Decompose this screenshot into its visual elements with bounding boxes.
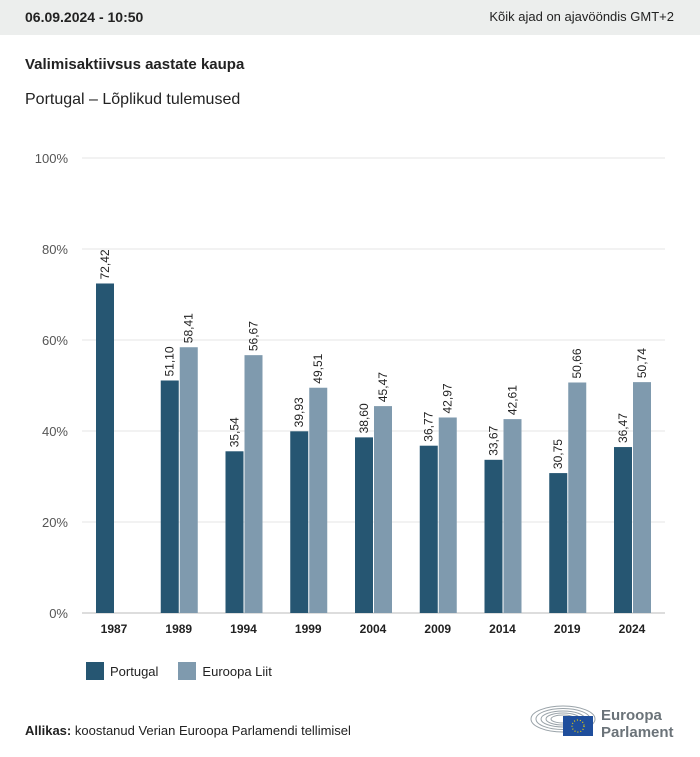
timezone-note: Kõik ajad on ajavööndis GMT+2 [489, 9, 674, 24]
legend-label: Portugal [110, 663, 159, 679]
bar-eu-1989 [179, 347, 198, 613]
timestamp: 06.09.2024 - 10:50 [25, 9, 144, 25]
data-label: 38,60 [357, 403, 371, 433]
bar-portugal-1987 [96, 283, 114, 613]
european-parliament-logo [530, 705, 596, 736]
data-label: 51,10 [163, 346, 177, 376]
source-note: Allikas: koostanud Verian Euroopa Parlam… [25, 723, 351, 738]
x-tick-label: 2024 [619, 622, 646, 636]
legend-swatch [178, 662, 197, 680]
logo-text: Euroopa Parlament [601, 707, 674, 741]
x-tick-label: 2019 [554, 622, 581, 636]
x-tick-label: 2004 [360, 622, 387, 636]
bar-eu-1999 [309, 387, 328, 613]
data-label: 36,47 [616, 413, 630, 443]
data-label: 33,67 [487, 425, 501, 455]
legend: Portugal Euroopa Liit [86, 662, 272, 680]
chart-subtitle: Portugal – Lõplikud tulemused [25, 91, 241, 108]
bar-eu-2004 [374, 406, 392, 613]
data-label: 42,61 [506, 385, 520, 415]
bar-eu-2009 [438, 417, 457, 613]
data-label: 50,74 [635, 348, 649, 378]
data-label: 39,93 [292, 397, 306, 427]
bar-portugal-1989 [160, 380, 179, 613]
data-label: 50,66 [570, 348, 584, 378]
data-label: 56,67 [247, 321, 261, 351]
y-tick-label: 20% [42, 515, 68, 530]
bar-eu-2014 [503, 419, 522, 613]
bar-portugal-2024 [614, 447, 632, 613]
bar-portugal-2019 [549, 473, 568, 613]
bar-portugal-2009 [419, 445, 438, 613]
bar-portugal-1999 [290, 431, 309, 613]
bar-eu-1994 [244, 355, 263, 613]
y-tick-label: 100% [35, 151, 69, 166]
logo-line1: Euroopa [601, 707, 662, 724]
chart-title: Valimisaktiivsus aastate kaupa [25, 56, 245, 73]
x-tick-label: 2014 [489, 622, 516, 636]
bar-eu-2024 [633, 382, 651, 613]
bar-eu-2019 [568, 382, 587, 613]
data-label: 42,97 [441, 383, 455, 413]
x-tick-label: 1989 [165, 622, 192, 636]
legend-item-eu: Euroopa Liit [178, 662, 272, 680]
x-tick-label: 1994 [230, 622, 257, 636]
data-label: 72,42 [98, 249, 112, 279]
y-tick-label: 80% [42, 242, 68, 257]
x-tick-label: 1987 [101, 622, 128, 636]
y-tick-label: 60% [42, 333, 68, 348]
top-bar: 06.09.2024 - 10:50 Kõik ajad on ajavöönd… [0, 0, 700, 35]
logo-line2: Parlament [601, 724, 674, 741]
data-label: 49,51 [311, 353, 325, 383]
data-label: 35,54 [228, 417, 242, 447]
source-label: Allikas: [25, 723, 72, 738]
source-text: koostanud Verian Euroopa Parlamendi tell… [74, 723, 351, 738]
bar-chart: 0% 20% 40% 60% 80% 100% 1987 72,42 1989 51,10 58,4… [35, 151, 665, 636]
y-tick-label: 0% [49, 606, 68, 621]
bar-portugal-2004 [355, 437, 373, 613]
bar-portugal-1994 [225, 451, 244, 613]
y-tick-label: 40% [42, 424, 68, 439]
x-tick-label: 1999 [295, 622, 322, 636]
data-label: 58,41 [182, 313, 196, 343]
data-label: 36,77 [422, 411, 436, 441]
legend-item-portugal: Portugal [86, 662, 158, 680]
data-label: 45,47 [376, 372, 390, 402]
legend-swatch [86, 662, 104, 680]
data-label: 30,75 [551, 439, 565, 469]
x-tick-label: 2009 [424, 622, 451, 636]
bar-portugal-2014 [484, 459, 503, 613]
legend-label: Euroopa Liit [202, 663, 272, 679]
